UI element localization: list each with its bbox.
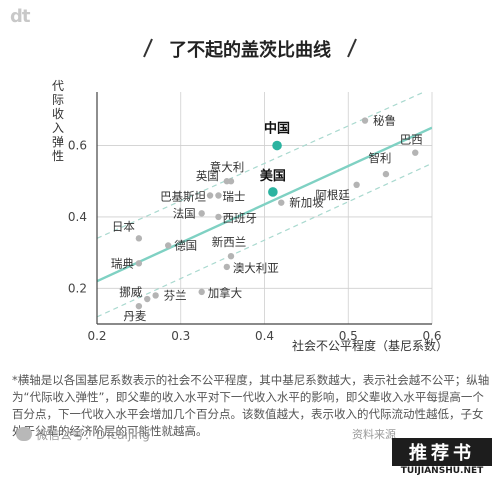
data-point [164, 242, 172, 249]
data-point [198, 288, 205, 296]
point-label: 中国 [264, 121, 290, 137]
grid-lines [97, 92, 433, 324]
slash-right-icon [347, 38, 358, 58]
x-tick-label: 0.4 [255, 329, 274, 343]
point-label: 新西兰 [212, 235, 247, 249]
data-point [412, 149, 419, 156]
data-point [361, 117, 369, 124]
point-label: 德国 [174, 238, 197, 252]
y-axis-label-char: 际 [52, 93, 64, 107]
data-point [144, 295, 151, 303]
point-label: 西班牙 [222, 211, 257, 225]
y-axis-label-char: 入 [52, 121, 64, 135]
point-label: 芬兰 [164, 288, 187, 302]
x-tick-label: 0.2 [87, 329, 106, 343]
data-point [223, 263, 231, 271]
chart-title: 了不起的盖茨比曲线 [169, 40, 331, 61]
highlight-point [272, 140, 282, 151]
data-point [215, 213, 222, 221]
slash-left-icon [142, 38, 153, 58]
data-point [223, 178, 231, 185]
point-label: 意大利 [210, 160, 245, 174]
data-point [135, 235, 143, 242]
confidence-band [97, 92, 432, 318]
point-label: 美国 [260, 168, 286, 184]
x-tick-label: 0.6 [422, 329, 441, 343]
footnote: *横轴是以各国基尼系数表示的社会不公平程度，其中基尼系数越大，表示社会越不公平；… [12, 373, 490, 438]
x-axis-label: 社会不公平程度（基尼系数） [292, 338, 448, 353]
account-label: 微信公号：DTcaijing [36, 428, 150, 442]
watermark-logo: 推荐书 TUIJIANSHU.NET [392, 438, 492, 476]
data-point [227, 252, 235, 260]
x-tick-label: 0.3 [171, 329, 190, 343]
point-label: 瑞士 [222, 190, 245, 204]
data-point [215, 192, 222, 199]
y-axis-label-char: 性 [52, 149, 64, 163]
point-label: 丹麦 [123, 309, 146, 323]
y-axis-label: 代际收入弹性 [52, 79, 64, 163]
point-label: 加拿大 [208, 286, 243, 300]
point-label: 阿根廷 [315, 188, 350, 202]
point-label: 挪威 [119, 285, 142, 299]
data-point [353, 181, 360, 188]
y-tick-label: 0.4 [68, 210, 87, 224]
band-lower-line [97, 162, 432, 318]
data-point [135, 302, 143, 310]
point-label: 智利 [368, 151, 391, 165]
data-point [152, 292, 159, 299]
dt-logo: dt [10, 6, 30, 27]
y-axis-label-char: 收 [52, 107, 64, 121]
point-label: 日本 [112, 219, 135, 233]
footer-account: 微信公号：DTcaijing [16, 426, 150, 443]
data-point [206, 192, 214, 199]
point-label: 英国 [196, 169, 219, 183]
point-label: 澳大利亚 [233, 261, 279, 275]
data-point [278, 199, 285, 206]
chart-title-area: 了不起的盖茨比曲线 [0, 36, 500, 66]
band-upper-line [97, 92, 426, 239]
point-label: 巴基斯坦 [160, 190, 206, 204]
footer-source: 资料来源 [352, 428, 396, 441]
x-tick-label: 0.5 [339, 329, 358, 343]
wechat-icon [16, 427, 32, 441]
y-axis-label-char: 弹 [52, 135, 64, 149]
y-tick-label: 0.2 [68, 281, 87, 295]
y-tick-label: 0.6 [68, 139, 87, 153]
axes [96, 92, 432, 325]
point-label: 巴西 [400, 133, 423, 147]
watermark-main: 推荐书 [392, 438, 492, 466]
data-point [135, 260, 143, 267]
watermark-sub: TUIJIANSHU.NET [400, 466, 484, 476]
y-axis-label-char: 代 [52, 79, 64, 93]
tick-labels: 0.2 0.3 0.4 0.5 0.6 0.2 0.4 0.6 [68, 139, 442, 343]
data-point [382, 170, 390, 178]
point-label: 瑞典 [111, 256, 134, 270]
data-point [198, 210, 205, 217]
point-label: 秘鲁 [373, 114, 396, 128]
point-label: 新加坡 [289, 196, 324, 210]
trend-line [97, 126, 432, 283]
highlight-point [268, 187, 278, 197]
point-label: 法国 [173, 206, 196, 220]
